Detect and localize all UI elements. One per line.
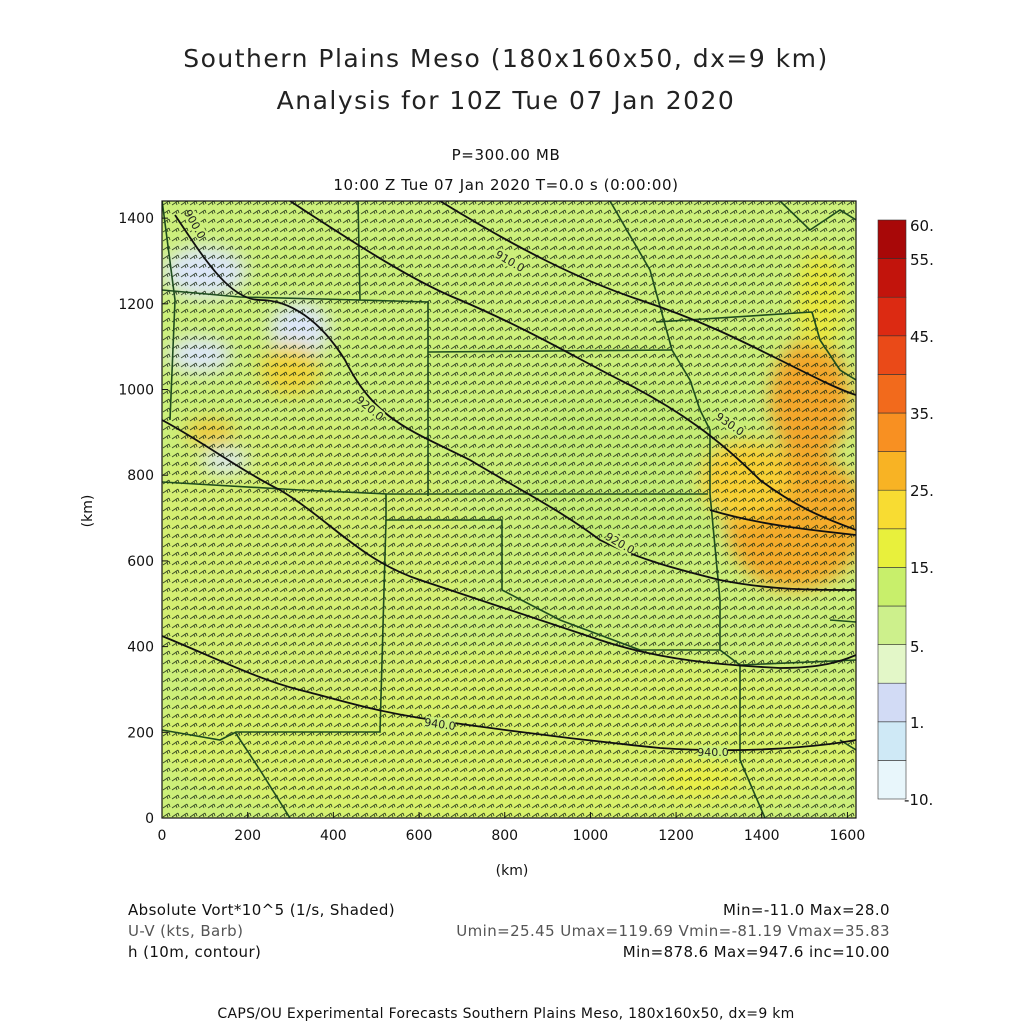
time-label: 10:00 Z Tue 07 Jan 2020 T=0.0 s (0:00:00… xyxy=(333,176,679,194)
x-tick-label: 0 xyxy=(158,828,167,844)
colorbar-swatch xyxy=(877,721,907,761)
contour-label-940-west: 940.0 xyxy=(423,716,456,733)
barb-field-stats: Umin=25.45 Umax=119.69 Vmin=-81.19 Vmax=… xyxy=(456,922,890,940)
colorbar-swatch xyxy=(877,489,907,530)
title-line-2: Analysis for 10Z Tue 07 Jan 2020 xyxy=(276,86,736,115)
colorbar-label: -10. xyxy=(904,791,933,809)
x-axis-label: (km) xyxy=(496,863,529,879)
colorbar-swatch xyxy=(877,296,907,337)
credit-line: CAPS/OU Experimental Forecasts Southern … xyxy=(217,1006,795,1022)
y-tick-label: 1200 xyxy=(118,297,154,313)
contour-field-stats: Min=878.6 Max=947.6 inc=10.00 xyxy=(622,943,890,961)
x-tick-label: 400 xyxy=(320,828,347,844)
colorbar-swatch xyxy=(877,567,907,607)
colorbar-swatch xyxy=(877,605,907,645)
x-tick-label: 200 xyxy=(234,828,261,844)
colorbar-swatch xyxy=(877,451,907,491)
colorbar-label: 60. xyxy=(910,217,934,235)
x-tick-label: 1400 xyxy=(744,828,780,844)
height-contours xyxy=(162,201,856,751)
y-tick-label: 0 xyxy=(145,811,154,827)
y-tick-label: 800 xyxy=(127,468,154,484)
field-shaded-label: Absolute Vort*10^5 (1/s, Shaded) xyxy=(128,901,396,919)
colorbar-swatch xyxy=(877,412,907,452)
level-label: P=300.00 MB xyxy=(451,146,561,164)
y-axis-label: (km) xyxy=(80,495,96,528)
colorbar-label: 25. xyxy=(910,482,934,500)
colorbar-swatch xyxy=(877,335,907,375)
colorbar-labels: 60. 55. 45. 35. 25. 15. 5. 1. -10. xyxy=(904,217,934,809)
x-axis: 0 200 400 600 800 1000 1200 1400 1600 xyxy=(158,812,866,844)
colorbar-label: 35. xyxy=(910,405,934,423)
state-boundaries xyxy=(162,201,856,818)
x-tick-label: 1600 xyxy=(830,828,866,844)
wind-barbs xyxy=(162,201,856,818)
x-tick-label: 1200 xyxy=(658,828,694,844)
contour-label-940-east: 940.0 xyxy=(697,746,729,759)
y-tick-label: 600 xyxy=(127,554,154,570)
colorbar-swatch xyxy=(877,760,907,800)
x-tick-label: 1000 xyxy=(573,828,609,844)
vorticity-shading xyxy=(162,201,856,818)
y-axis: 0 200 400 600 800 1000 1200 1400 xyxy=(118,211,168,827)
colorbar-label: 55. xyxy=(910,251,934,269)
y-tick-label: 1400 xyxy=(118,211,154,227)
y-tick-label: 200 xyxy=(127,725,154,741)
colorbar-swatch xyxy=(877,682,907,723)
colorbar-swatch xyxy=(877,258,907,298)
x-tick-label: 600 xyxy=(406,828,433,844)
barb-field-label: U-V (kts, Barb) xyxy=(128,922,244,940)
y-tick-label: 400 xyxy=(127,640,154,656)
colorbar-label: 1. xyxy=(910,714,924,732)
title-line-1: Southern Plains Meso (180x160x50, dx=9 k… xyxy=(183,44,829,73)
colorbar-label: 45. xyxy=(910,328,934,346)
x-tick-label: 800 xyxy=(491,828,518,844)
plot-frame xyxy=(161,200,857,819)
colorbar xyxy=(877,219,907,800)
contour-field-label: h (10m, contour) xyxy=(128,943,262,961)
field-shaded-stats: Min=-11.0 Max=28.0 xyxy=(723,901,890,919)
y-tick-label: 1000 xyxy=(118,383,154,399)
colorbar-swatch xyxy=(877,219,907,259)
colorbar-label: 5. xyxy=(910,638,924,656)
colorbar-swatch xyxy=(877,528,907,568)
colorbar-label: 15. xyxy=(910,559,934,577)
colorbar-swatch xyxy=(877,644,907,684)
colorbar-swatch xyxy=(877,374,907,414)
